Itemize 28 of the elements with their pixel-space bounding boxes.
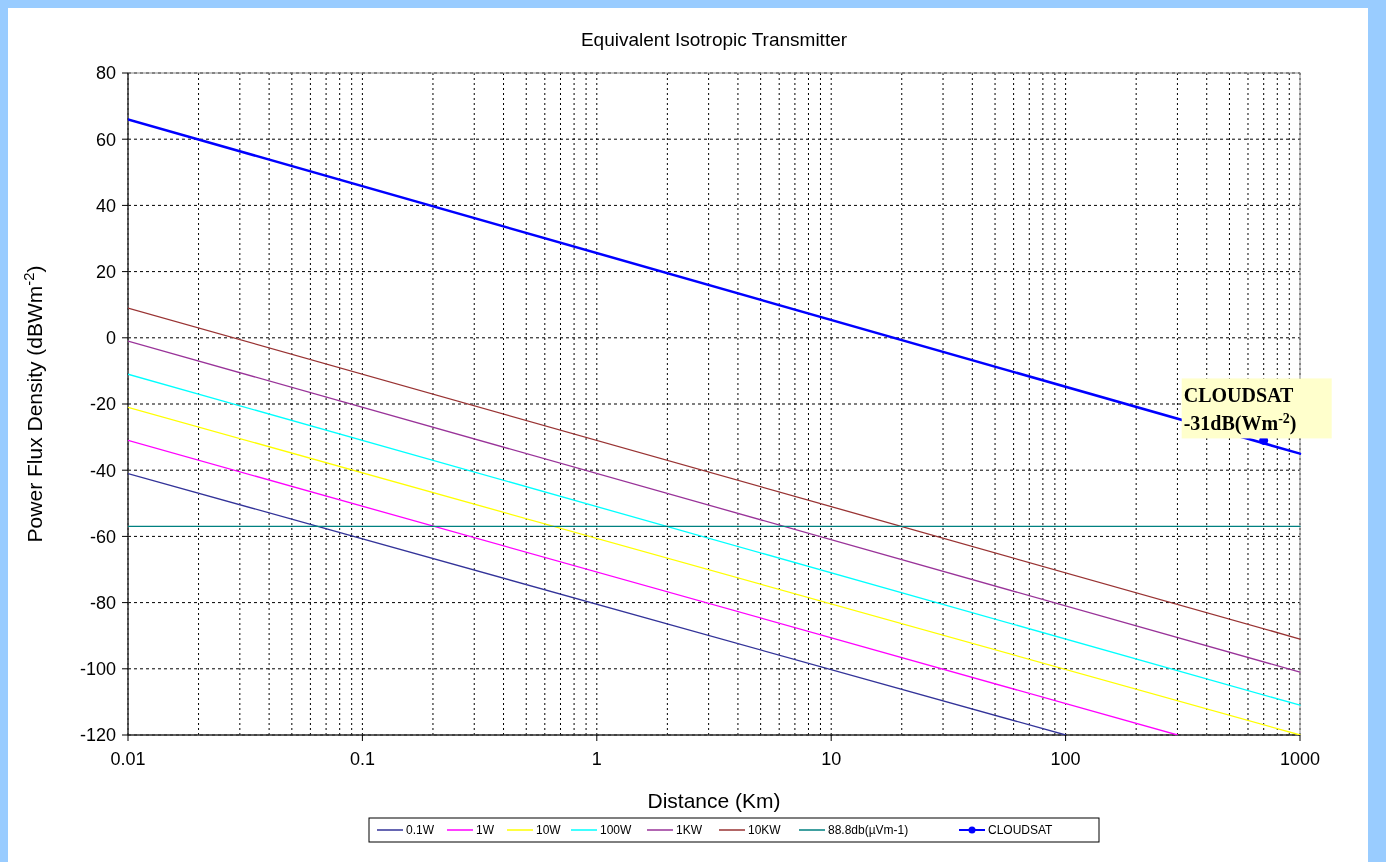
x-tick-label: 0.01: [110, 749, 146, 769]
y-tick-label: -100: [79, 659, 116, 680]
y-tick-label: 40: [95, 195, 116, 216]
x-tick-label: 1: [591, 749, 602, 769]
legend-label: CLOUDSAT: [988, 823, 1054, 838]
x-tick-label: 1000: [1279, 749, 1321, 769]
y-tick-label: 20: [95, 261, 116, 282]
y-tick-label: 80: [95, 63, 116, 84]
y-tick-label: -40: [89, 460, 116, 481]
legend-label: 1W: [476, 823, 495, 838]
legend-label: 100W: [600, 823, 633, 838]
y-tick-label: -60: [89, 526, 116, 547]
y-tick-label: -120: [79, 725, 116, 746]
chart-title: Equivalent Isotropic Transmitter: [580, 29, 848, 50]
legend-label: 0.1W: [406, 823, 435, 838]
x-tick-label: 0.1: [349, 749, 375, 769]
annotation: CLOUDSAT -31dB(Wm$^{-2}$): [1183, 384, 1297, 436]
x-tick-label: 10: [821, 749, 842, 769]
y-tick-label: 60: [95, 129, 116, 150]
y-tick-label: -80: [89, 592, 116, 613]
y-tick-label: -20: [89, 394, 116, 415]
x-tick-label: 100: [1050, 749, 1081, 769]
y-tick-label: 0: [105, 328, 116, 349]
legend-label: 1KW: [676, 823, 703, 838]
legend-label: 88.8db(µVm-1): [828, 823, 909, 838]
x-axis-title: Distance (Km): [647, 789, 781, 812]
legend-label: 10KW: [748, 823, 782, 838]
legend-label: 10W: [536, 823, 562, 838]
